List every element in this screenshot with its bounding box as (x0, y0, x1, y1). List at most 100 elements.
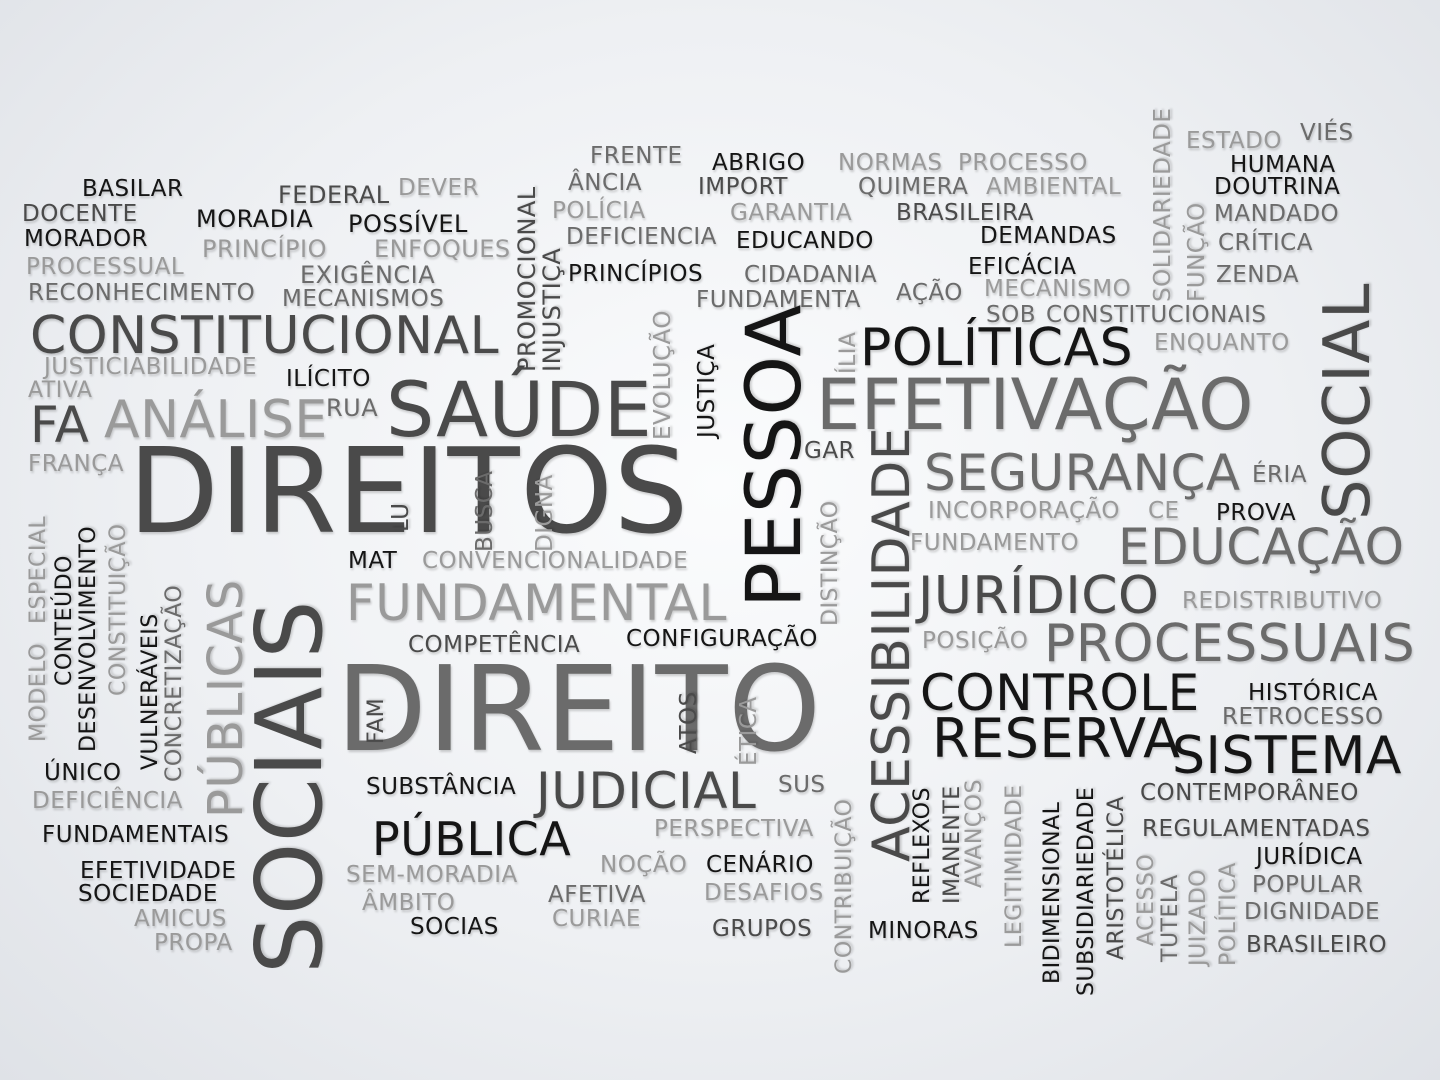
word: GAR (804, 438, 856, 464)
word: FEDERAL (278, 181, 390, 209)
word: ÂNCIA (568, 170, 643, 196)
word: BRASILEIRO (1246, 932, 1388, 958)
word: MINORAS (868, 918, 979, 944)
word: SUBSIDIARIEDADE (1074, 786, 1099, 996)
word: RETROCESSO (1222, 704, 1384, 730)
word: ZENDA (1216, 262, 1300, 288)
word: DIREITOS (128, 422, 689, 560)
word: SOB (986, 302, 1036, 328)
word: ATIVA (28, 378, 93, 403)
word: MECANISMO (984, 276, 1132, 302)
word: EDUCAÇÃO (1118, 518, 1405, 576)
word: CIDADANIA (744, 262, 878, 288)
word: RECONHECIMENTO (28, 280, 256, 306)
word: SOCIAIS (236, 599, 343, 974)
word: POSIÇÃO (922, 628, 1029, 654)
word: PÚBLICA (372, 812, 572, 866)
word: DEFICIENCIA (566, 224, 717, 250)
word: SEGURANÇA (924, 444, 1241, 502)
word: PROCESSUAL (26, 254, 185, 280)
word: DESENVOLVIMENTO (76, 525, 101, 752)
word: FUNDAMENTAIS (42, 822, 230, 848)
word: FA (30, 396, 90, 454)
word: LU (388, 502, 414, 532)
word: ÚNICO (44, 760, 122, 786)
word: POLÍCIA (552, 198, 646, 224)
word: AÇÃO (896, 280, 963, 306)
word: COMPETÊNCIA (408, 632, 581, 658)
word: FUNDAMENTA (696, 287, 861, 313)
word: FUNDAMENTAL (346, 574, 727, 632)
word: PRINCÍPIO (202, 235, 327, 263)
word: CONTEÚDO (52, 555, 77, 686)
word: SUBSTÂNCIA (366, 774, 517, 800)
word: DEVER (398, 175, 479, 201)
word: JUDICIAL (536, 762, 757, 820)
word: CRÍTICA (1218, 230, 1313, 256)
word: ÂMBITO (362, 890, 456, 916)
word: CONTEMPORÂNEO (1140, 780, 1359, 806)
word: HISTÓRICA (1248, 680, 1378, 706)
word: CONVENCIONALIDADE (422, 548, 689, 574)
word: CONCRETIZAÇÃO (162, 584, 187, 782)
word: DESAFIOS (704, 880, 824, 906)
word: CONSTITUIÇÃO (106, 523, 131, 696)
word: MAT (348, 548, 398, 574)
word: PROMOCIONAL (513, 186, 541, 372)
word: QUIMERA (858, 174, 969, 200)
word: JUSTIÇA (694, 343, 720, 438)
word: LEGITIMIDADE (1002, 784, 1027, 948)
word: VIÉS (1300, 120, 1354, 146)
word: SAÚDE (386, 365, 653, 454)
word: PROVA (1216, 500, 1297, 526)
word: VULNERÁVEIS (138, 613, 163, 770)
word: PROPA (154, 930, 233, 956)
word: CONTROLE (920, 664, 1200, 722)
word: MORADIA (196, 205, 314, 233)
word: RUA (326, 394, 379, 422)
word: SOCIAS (410, 914, 499, 940)
word: ÍLIA (836, 331, 861, 374)
word: DIGNA (532, 474, 558, 552)
word: ÉTICA (736, 696, 762, 766)
word: AMBIENTAL (986, 174, 1122, 200)
word: PÚBLICAS (198, 579, 254, 818)
word: PERSPECTIVA (654, 816, 814, 842)
word: GARANTIA (730, 200, 853, 226)
word: ABRIGO (712, 150, 806, 176)
word: PROCESSO (958, 150, 1088, 176)
word: IMPORT (698, 174, 788, 200)
word: MORADOR (24, 226, 149, 252)
word: ESPECIAL (26, 515, 51, 624)
word: JUIZADO (1186, 869, 1211, 966)
word: SOCIAL (1311, 283, 1385, 520)
word: SOLIDARIEDADE (1150, 107, 1176, 302)
word: ESTADO (1186, 128, 1282, 154)
word: EDUCANDO (736, 228, 874, 254)
word: BUSCA (472, 470, 498, 552)
word: ILÍCITO (286, 366, 371, 392)
word: IMANENTE (940, 785, 965, 904)
word: NOÇÃO (600, 852, 688, 878)
word: REDISTRIBUTIVO (1182, 588, 1383, 614)
word: ACESSO (1134, 853, 1159, 946)
word: CONTRIBUIÇÃO (832, 798, 857, 974)
word: JURÍDICA (1256, 844, 1363, 870)
word: FRANÇA (28, 451, 125, 477)
word: AVANÇOS (962, 779, 987, 888)
word: TUTELA (1158, 874, 1183, 962)
word: ÉRIA (1252, 462, 1308, 488)
word: ATOS (676, 691, 702, 754)
word: CONSTITUCIONAIS (1046, 302, 1267, 328)
word: PRINCÍPIOS (568, 261, 704, 287)
word: BIDIMENSIONAL (1040, 801, 1065, 984)
word: CONSTITUCIONAL (30, 306, 500, 366)
word: DEFICIÊNCIA (32, 788, 183, 814)
word: ARISTOTÉLICA (1104, 795, 1129, 960)
word: FRENTE (590, 143, 683, 169)
word: FUNDAMENTO (910, 530, 1080, 556)
word: JURÍDICO (918, 566, 1160, 626)
word: GRUPOS (712, 916, 813, 942)
word: NORMAS (838, 150, 943, 176)
